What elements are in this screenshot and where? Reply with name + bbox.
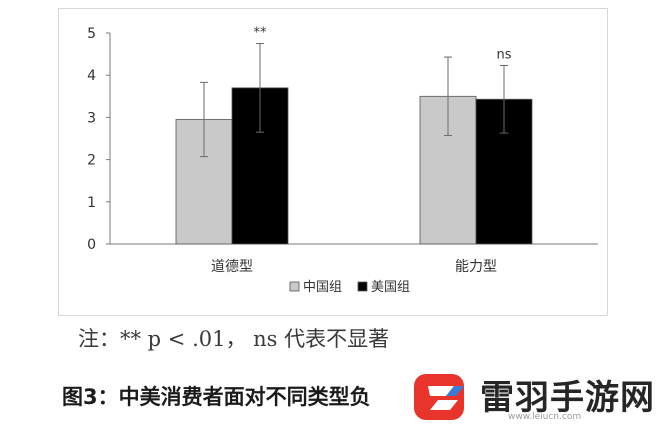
y-tick-label: 0 <box>87 237 96 253</box>
watermark-title: 雷羽手游网 <box>480 378 655 418</box>
chart-note: 注：** p < .01， ns 代表不显著 <box>78 327 390 351</box>
bar-chart: 0 1 2 3 4 5 道德型 ** 能力型 ns 中国组 美国组 <box>87 26 598 295</box>
y-tick-label: 1 <box>87 195 96 211</box>
watermark-url: www.leiucn.com <box>508 412 582 422</box>
y-tick-label: 4 <box>87 68 96 84</box>
y-tick-label: 5 <box>87 26 96 42</box>
y-tick-label: 3 <box>87 110 96 126</box>
site-logo-icon <box>414 374 464 420</box>
bar <box>175 119 233 245</box>
logo-stroke-bottom <box>430 400 458 410</box>
significance-label: ** <box>254 26 268 41</box>
chart-frame <box>58 8 608 316</box>
figure-caption: 图3：中美消费者面对不同类型负 <box>62 385 371 409</box>
legend-swatch <box>289 281 300 292</box>
logo-accent <box>446 386 464 396</box>
x-category-label: 道德型 <box>211 259 253 275</box>
legend-label: 中国组 <box>303 280 342 295</box>
y-tick-label: 2 <box>87 153 96 169</box>
logo-stroke-top <box>428 386 454 396</box>
logo-background <box>414 374 464 420</box>
x-category-label: 能力型 <box>455 259 497 275</box>
site-watermark: 雷羽手游网 www.leiucn.com <box>408 364 655 434</box>
significance-label: ns <box>496 47 511 62</box>
legend-label: 美国组 <box>371 280 410 295</box>
legend-swatch <box>357 281 368 292</box>
